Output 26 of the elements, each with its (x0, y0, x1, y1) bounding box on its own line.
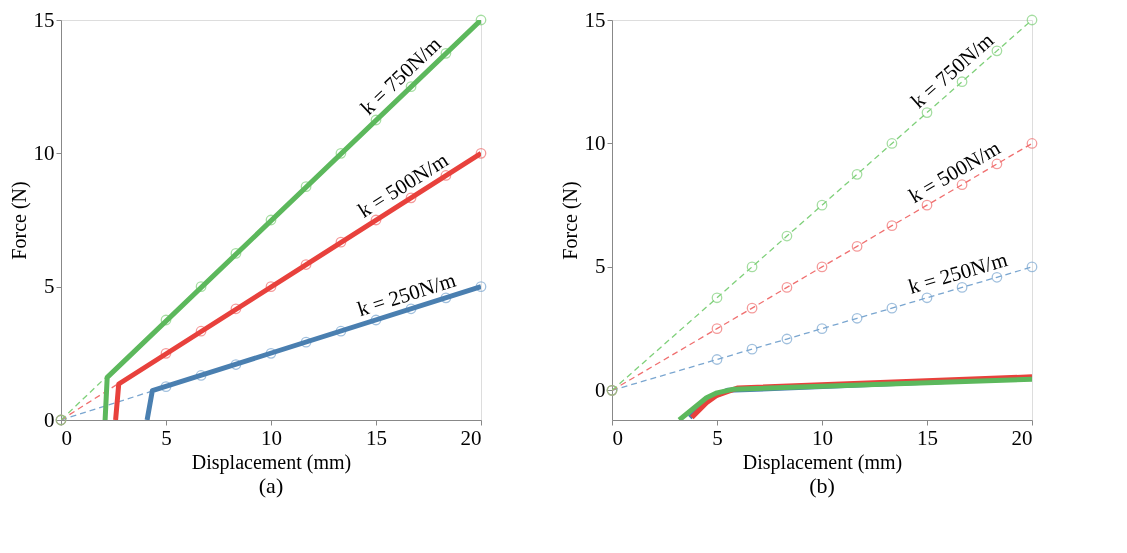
x-tick-label: 15 (366, 425, 387, 450)
x-tick-label: 5 (161, 425, 172, 450)
annotation: k = 250N/m (354, 267, 459, 322)
y-tick-label: 0 (44, 407, 55, 432)
y-tick-label: 5 (44, 274, 55, 299)
y-axis-title: Force (N) (7, 181, 31, 260)
y-tick-label: 5 (595, 254, 606, 279)
x-tick-label: 10 (261, 425, 282, 450)
x-axis-title: Displacement (mm) (742, 450, 903, 474)
x-tick-label: 15 (917, 425, 938, 450)
x-tick-label: 0 (612, 425, 623, 450)
text: (b) (809, 473, 835, 498)
y-tick-label: 15 (33, 7, 55, 32)
x-tick-label: 20 (460, 425, 482, 450)
x-tick-label: 5 (712, 425, 723, 450)
y-tick-label: 15 (584, 7, 606, 32)
x-tick-label: 10 (812, 425, 833, 450)
annotation: k = 250N/m (905, 247, 1010, 299)
y-axis-title: Force (N) (558, 181, 582, 260)
text: (a) (258, 473, 284, 498)
x-tick-label: 0 (61, 425, 72, 450)
y-tick-label: 10 (584, 130, 606, 155)
x-axis-title: Displacement (mm) (191, 450, 352, 474)
x-tick-label: 20 (1011, 425, 1033, 450)
y-tick-label: 0 (595, 377, 606, 402)
y-tick-label: 10 (33, 140, 55, 165)
